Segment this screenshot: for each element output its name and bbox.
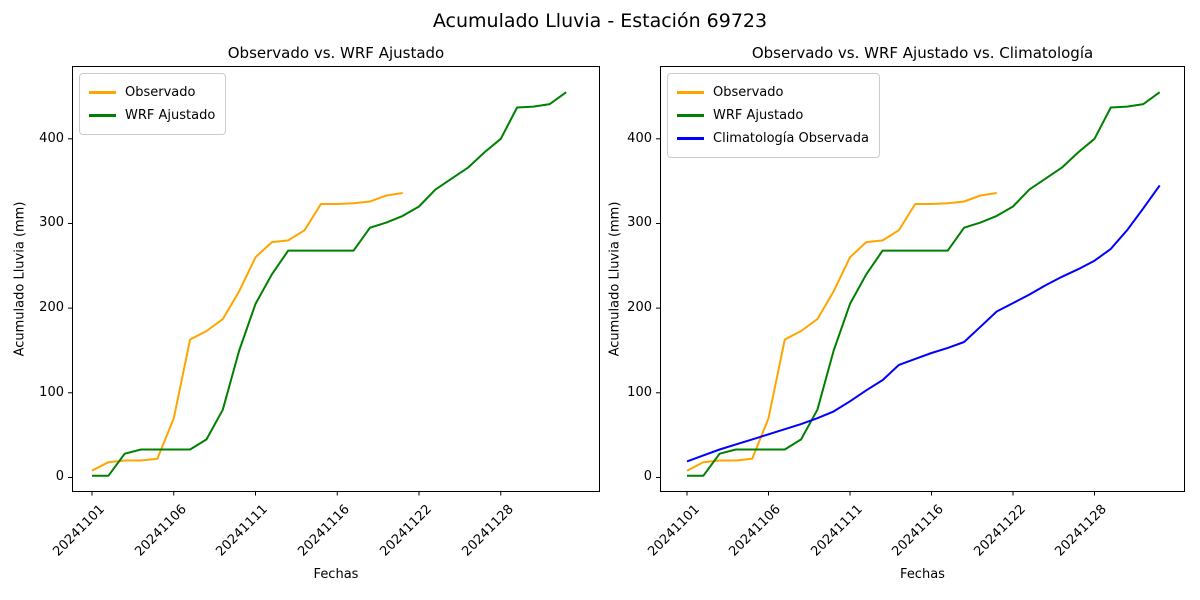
series-line-wrf-ajustado [687,91,1161,477]
y-tick-label: 300 [627,215,652,231]
legend: Observado WRF Ajustado Climatología Observ… [667,73,880,158]
legend-label: WRF Ajustado [713,108,804,123]
series-line-observado [686,192,997,472]
plot-area [656,66,1185,496]
legend-label: Observado [713,85,784,100]
y-tick-label: 0 [55,469,64,485]
legend-line-swatch [677,137,704,140]
y-tick-label: 100 [39,384,64,400]
series-line-observado [91,192,403,472]
legend-item: Climatología Observada [677,127,869,150]
legend-label: Observado [125,85,196,100]
subplot-title: Observado vs. WRF Ajustado vs. Climatolo… [751,44,1094,62]
legend: Observado WRF Ajustado [79,73,227,135]
legend-label: Climatología Observada [713,131,869,146]
y-tick-label: 400 [39,130,64,146]
legend-line-swatch [677,114,704,117]
plot-area [68,66,600,496]
subplot-title: Observado vs. WRF Ajustado [227,44,445,62]
legend-line-swatch [677,91,704,94]
series-line-wrf-ajustado [92,91,567,477]
y-tick-label: 200 [39,300,64,316]
subplot-observado-vs-wrf-vs-climatologia: Observado vs. WRF Ajustado vs. Climatolo… [608,40,1185,595]
y-tick-label: 0 [643,469,652,485]
legend-item: Observado [89,81,215,104]
y-tick-label: 200 [627,300,652,316]
y-tick-label: 400 [627,130,652,146]
legend-item: WRF Ajustado [677,104,869,127]
legend-item: Observado [677,81,869,104]
y-tick-label: 300 [39,215,64,231]
subplot-observado-vs-wrf: Observado vs. WRF Ajustado Observado WRF … [13,40,600,595]
x-axis-label: Fechas [313,567,359,582]
legend-line-swatch [89,91,116,94]
y-tick-label: 100 [627,384,652,400]
series-line-climatolog-a-observada [686,184,1161,463]
legend-item: WRF Ajustado [89,104,215,127]
axes-spines [660,66,1185,492]
legend-label: WRF Ajustado [125,108,216,123]
figure-suptitle: Acumulado Lluvia - Estación 69723 [432,10,768,32]
axes-spines [72,66,600,492]
legend-line-swatch [89,114,116,117]
x-axis-label: Fechas [900,567,945,582]
